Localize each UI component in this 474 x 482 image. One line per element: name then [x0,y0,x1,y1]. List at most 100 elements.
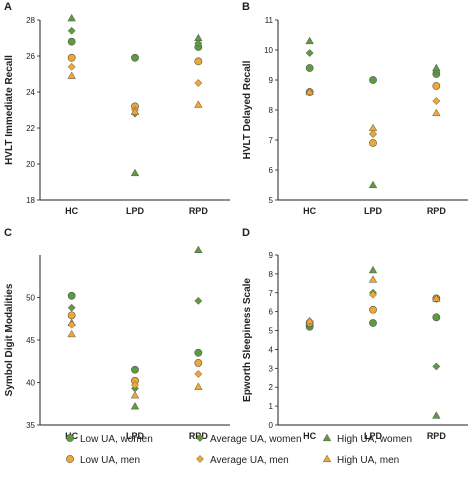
data-point [194,100,203,108]
y-tick-label: 9 [269,251,274,260]
legend: Low UA, women Average UA, women High UA, w… [66,433,412,466]
y-tick-label: 50 [26,294,35,303]
data-point [67,37,76,46]
data-point [130,168,140,177]
y-tick-label: 7 [269,289,274,298]
y-tick-label: 45 [26,336,35,345]
data-point [432,362,441,371]
legend-label: High UA, men [337,455,399,466]
panel-d: D 0 1 2 3 4 5 6 7 8 9 Epworth Sleepiness Scale HC LPD… [242,227,468,441]
legend-item: High UA, men [322,454,399,466]
data-point [67,320,76,329]
data-point [67,303,76,312]
y-tick-label: 4 [269,345,274,354]
y-tick-label: 26 [26,52,35,61]
x-category-label: RPD [189,206,209,216]
legend-marker [196,455,204,463]
data-point [369,305,377,314]
legend-label: Low UA, men [80,455,140,466]
data-point [305,49,314,57]
y-tick-label: 6 [269,166,274,175]
y-tick-label: 28 [26,16,35,25]
data-point [194,348,203,357]
y-tick-label: 35 [26,421,35,430]
y-axis-label: HVLT Delayed Recall [242,60,253,159]
y-tick-label: 0 [269,421,274,430]
y-tick-label: 11 [265,16,274,25]
data-point [194,370,203,378]
data-point [432,108,441,117]
y-tick-label: 8 [269,270,274,279]
legend-label: Average UA, women [210,434,302,445]
x-category-label: RPD [427,206,447,216]
data-point [305,64,314,72]
y-tick-label: 7 [269,136,274,145]
y-tick-label: 24 [26,88,35,97]
legend-marker [66,455,74,463]
data-point [432,411,441,419]
y-tick-label: 10 [264,46,273,55]
data-point [67,71,76,79]
data-point [432,63,441,72]
data-point [194,296,203,305]
data-point [369,76,377,84]
y-axis-label: Symbol Digit Modalities [4,283,15,396]
data-point [194,382,203,390]
panel-letter: A [4,1,12,13]
y-tick-label: 5 [269,327,274,336]
y-tick-label: 40 [26,379,35,388]
y-tick-label: 20 [26,160,35,169]
y-axis-label: HVLT Immediate Recall [4,55,15,165]
data-point [368,275,378,283]
data-point [194,79,203,87]
data-point [67,62,76,71]
data-point [67,311,76,320]
data-point [67,53,76,62]
y-tick-label: 22 [26,124,35,133]
data-point [194,57,203,66]
x-category-label: HC [303,206,316,216]
y-axis-label: Epworth Sleepiness Scale [242,278,253,402]
legend-marker [322,433,332,442]
data-point [432,82,441,90]
data-point [368,123,378,132]
data-point [194,359,203,367]
panel-a: A 18 20 22 24 26 28 HVLT Immediate Recall HC LPD R… [4,1,230,216]
panel-b: B 5 6 7 8 9 10 11 HVLT Delayed Recall HC LPD RPD [242,1,468,216]
y-tick-label: 5 [269,196,274,205]
y-tick-label: 9 [269,76,274,85]
data-point [130,107,140,115]
x-category-label: LPD [126,206,145,216]
legend-label: High UA, women [337,434,412,445]
panel-letter: D [242,227,250,239]
data-point [305,36,314,45]
x-category-label: LPD [364,431,383,441]
data-point [130,401,140,410]
data-point [67,13,76,22]
data-point [131,53,139,62]
legend-item: Average UA, men [196,455,289,466]
y-tick-label: 2 [269,383,274,392]
x-category-label: LPD [126,431,145,441]
data-point [67,291,76,300]
legend-marker [66,434,74,442]
data-point [194,39,203,48]
panel-letter: C [4,227,12,239]
data-point [305,87,314,96]
data-point [368,180,378,189]
data-point [67,26,76,35]
x-category-label: LPD [364,206,383,216]
legend-item: High UA, women [322,433,412,445]
data-point [369,130,377,138]
panel-letter: B [242,1,250,13]
y-tick-label: 6 [269,308,274,317]
legend-label: Average UA, men [210,455,289,466]
data-point [369,139,377,147]
data-point [130,390,140,399]
data-point [368,265,378,274]
data-point [432,97,441,105]
data-point [131,365,139,374]
